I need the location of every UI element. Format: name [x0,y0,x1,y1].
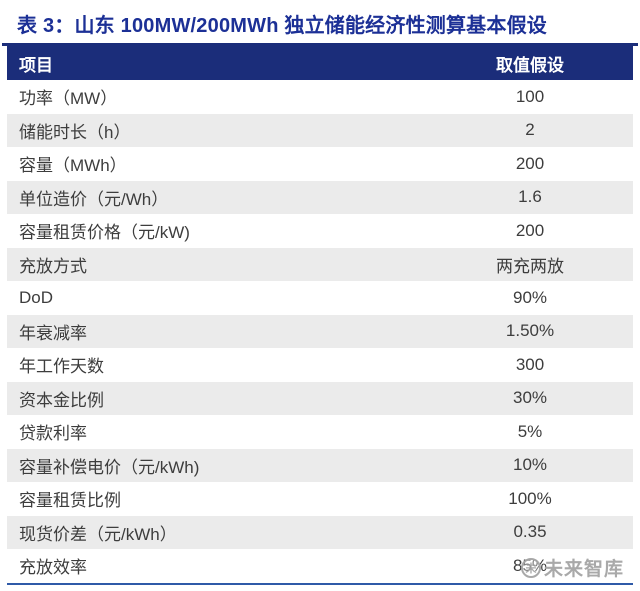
table-row: 储能时长（h） 2 [7,113,633,147]
watermark-text: 未来智库 [544,559,625,580]
table-body: 功率（MW） 100 储能时长（h） 2 容量（MWh） 200 单位造价（元/Wh） 1.6… [7,80,633,583]
row-label: 容量补偿电价（元/kWh) [19,457,200,477]
table-row: 现货价差（元/kWh） 0.35 [7,515,633,549]
row-label: DoD [19,287,54,307]
watermark: 未 未来智库 [521,554,624,581]
page-title: 表 3：山东 100MW/200MWh 独立储能经济性测算基本假设 [17,15,547,37]
row-value: 90% [512,287,548,307]
row-label: 容量租赁价格（元/kW) [19,223,190,243]
table-bottom-rule [7,582,633,585]
column-header-item: 项目 [19,55,53,75]
row-label: 单位造价（元/Wh） [19,189,169,209]
watermark-logo-icon: 未 [521,557,541,578]
row-label: 资本金比例 [19,390,104,410]
row-label: 现货价差（元/kWh） [19,524,177,544]
row-label: 充放效率 [19,558,87,578]
table-row: 功率（MW） 100 [7,80,633,114]
row-value: 30% [512,388,548,408]
table-row: 单位造价（元/Wh） 1.6 [7,180,633,214]
row-label: 充放方式 [19,256,87,276]
row-label: 年衰减率 [19,323,87,343]
row-label: 贷款利率 [19,424,87,444]
table-header-row: 项目 取值假设 [7,46,633,80]
row-label: 年工作天数 [19,357,104,377]
table-row: 容量租赁价格（元/kW) 200 [7,214,633,248]
row-value: 1.6 [518,187,542,207]
table-row: 年工作天数 300 [7,348,633,382]
title-block: 表 3：山东 100MW/200MWh 独立储能经济性测算基本假设 [0,0,640,43]
title-divider [2,43,638,46]
row-value: 100 [515,86,545,106]
row-value: 1.50% [505,321,555,341]
table-row: 年衰减率 1.50% [7,314,633,348]
table-row: 容量租赁比例 100% [7,482,633,516]
row-value: 两充两放 [496,256,564,276]
row-value: 300 [515,354,545,374]
column-header-value: 取值假设 [496,55,564,75]
row-value: 200 [515,220,545,240]
assumptions-table: 项目 取值假设 功率（MW） 100 储能时长（h） 2 容量（MWh） 200 单位造价（… [7,46,633,583]
row-label: 容量（MWh） [19,156,127,176]
table-row: 贷款利率 5% [7,415,633,449]
table-row: 容量（MWh） 200 [7,147,633,181]
row-value: 100% [508,488,552,508]
row-value: 5% [517,421,543,441]
table-row: 充放方式 两充两放 [7,247,633,281]
row-value: 2 [525,120,535,140]
row-label: 储能时长（h） [19,122,131,142]
table-row: DoD 90% [7,281,633,315]
row-value: 10% [512,455,548,475]
table-row: 容量补偿电价（元/kWh) 10% [7,448,633,482]
row-label: 功率（MW） [19,89,118,109]
table-row: 资本金比例 30% [7,381,633,415]
row-value: 200 [515,153,545,173]
row-label: 容量租赁比例 [19,491,121,511]
row-value: 0.35 [513,522,547,542]
